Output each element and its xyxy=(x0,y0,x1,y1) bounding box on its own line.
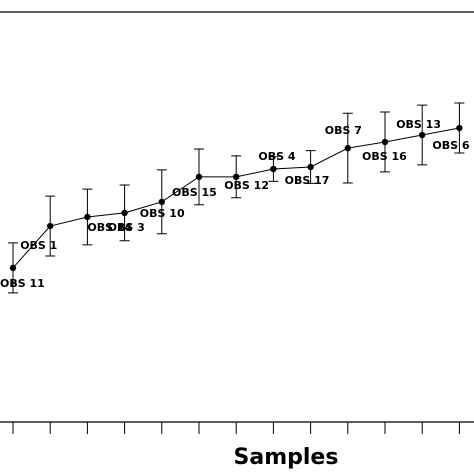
point-label: OBS 7 xyxy=(325,124,362,137)
point-label: OBS 15 xyxy=(172,186,217,199)
point-label: OBS 17 xyxy=(285,174,330,187)
data-point xyxy=(233,173,240,181)
data-point xyxy=(195,173,203,181)
point-label: OBS 3 xyxy=(108,221,145,234)
point-label: OBS 6 xyxy=(432,139,469,152)
point-label: OBS 1 xyxy=(20,239,57,252)
data-point xyxy=(121,209,128,217)
data-point xyxy=(456,124,463,132)
data-point xyxy=(307,163,314,171)
point-label: OBS 16 xyxy=(362,150,407,163)
point-label: OBS 4 xyxy=(258,150,295,163)
point-label: OBS 10 xyxy=(140,207,185,220)
data-point xyxy=(381,138,389,146)
data-point xyxy=(158,198,165,206)
point-label: OBS 13 xyxy=(396,118,441,131)
data-point xyxy=(9,264,17,272)
data-point xyxy=(419,131,426,139)
data-point xyxy=(84,213,91,221)
point-label: OBS 12 xyxy=(224,179,269,192)
data-point xyxy=(47,222,54,230)
point-label: OBS 14 xyxy=(87,221,132,234)
data-point xyxy=(270,165,277,173)
data-point xyxy=(344,144,351,152)
point-label: OBS 11 xyxy=(0,277,45,290)
x-axis-title: Samples xyxy=(234,445,339,470)
